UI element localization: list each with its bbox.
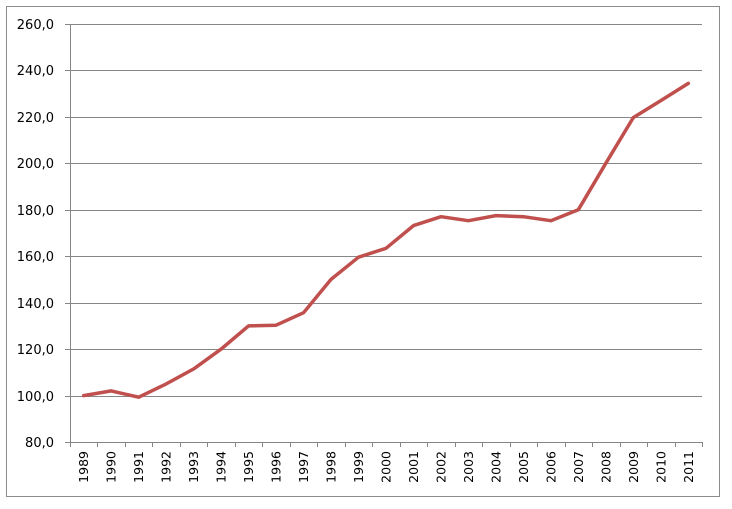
- y-tick-label: 200,0: [17, 157, 54, 172]
- x-tick-label: 1991: [131, 451, 146, 483]
- y-tick-label: 240,0: [17, 64, 54, 79]
- y-tick-label: 220,0: [17, 111, 54, 126]
- x-tick-label: 2009: [626, 451, 641, 483]
- gridlines: [70, 24, 702, 397]
- y-tick-label: 260,0: [17, 18, 54, 33]
- x-tick-label: 1994: [214, 451, 229, 483]
- x-tick-label: 1996: [269, 451, 284, 483]
- x-tick-label: 2005: [516, 451, 531, 483]
- x-tick-label: 1993: [186, 451, 201, 483]
- y-tick-label: 160,0: [17, 250, 54, 265]
- x-tick-label: 1989: [76, 451, 91, 483]
- x-tick-label: 1992: [159, 451, 174, 483]
- x-axis: 1989 1990 1991 1992 1993 1994 1995 1996 1997 1998…: [70, 442, 703, 483]
- x-tick-label: 2000: [379, 451, 394, 483]
- x-tick-label: 2003: [461, 451, 476, 483]
- x-tick-label: 2010: [653, 451, 668, 483]
- x-tick-label: 1995: [241, 451, 256, 483]
- y-tick-label: 180,0: [17, 204, 54, 219]
- y-axis: 80,0 100,0 120,0 140,0 160,0 180,0 200,0 220,0 2…: [17, 18, 71, 451]
- x-tick-label: 2004: [488, 451, 503, 483]
- x-tick-label: 1997: [296, 451, 311, 483]
- y-tick-label: 120,0: [17, 343, 54, 358]
- y-tick-label: 100,0: [17, 390, 54, 405]
- x-tick-label: 2007: [571, 451, 586, 483]
- x-tick-label: 2001: [406, 451, 421, 483]
- x-tick-label: 2008: [598, 451, 613, 483]
- series-line: [81, 81, 691, 399]
- y-tick-label: 140,0: [17, 297, 54, 312]
- x-tick-label: 2002: [433, 451, 448, 483]
- x-tick-label: 1999: [351, 451, 366, 483]
- data-series: [81, 81, 691, 399]
- x-tick-label: 2006: [543, 451, 558, 483]
- y-tick-label: 80,0: [25, 436, 54, 451]
- x-tick-label: 1990: [104, 451, 119, 483]
- x-tick-label: 2011: [681, 451, 696, 483]
- x-tick-label: 1998: [324, 451, 339, 483]
- chart-area: [6, 6, 720, 497]
